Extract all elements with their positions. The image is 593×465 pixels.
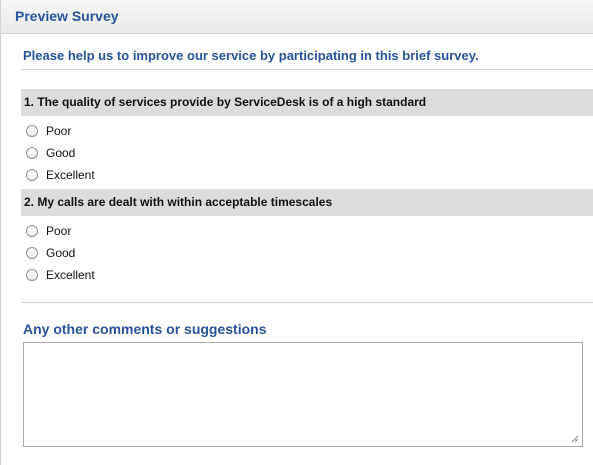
option-label: Excellent [46, 268, 95, 282]
question-2-text: 2. My calls are dealt with within accept… [24, 195, 333, 209]
panel-header: Preview Survey [1, 0, 593, 34]
question-1-option-poor[interactable]: Poor [26, 122, 71, 140]
question-2-option-poor[interactable]: Poor [26, 222, 71, 240]
radio-button[interactable] [26, 247, 38, 259]
question-1-option-excellent[interactable]: Excellent [26, 166, 95, 184]
option-label: Poor [46, 224, 72, 238]
option-label: Good [46, 246, 76, 260]
question-2-bar: 2. My calls are dealt with within accept… [21, 189, 593, 216]
question-1-bar: 1. The quality of services provide by Se… [21, 89, 593, 116]
radio-button[interactable] [26, 125, 38, 137]
option-label: Excellent [46, 168, 95, 182]
question-2-option-good[interactable]: Good [26, 244, 75, 262]
question-2-option-excellent[interactable]: Excellent [26, 266, 95, 284]
comments-label: Any other comments or suggestions [23, 321, 267, 337]
question-1-text: 1. The quality of services provide by Se… [24, 95, 427, 109]
radio-button[interactable] [26, 225, 38, 237]
question-1-option-good[interactable]: Good [26, 144, 75, 162]
panel-title: Preview Survey [15, 8, 119, 24]
comments-textarea[interactable] [23, 342, 583, 447]
radio-button[interactable] [26, 169, 38, 181]
option-label: Good [46, 146, 76, 160]
radio-button[interactable] [26, 147, 38, 159]
radio-button[interactable] [26, 269, 38, 281]
option-label: Poor [46, 124, 72, 138]
survey-intro: Please help us to improve our service by… [23, 48, 479, 63]
divider [21, 69, 593, 70]
divider [21, 302, 593, 303]
